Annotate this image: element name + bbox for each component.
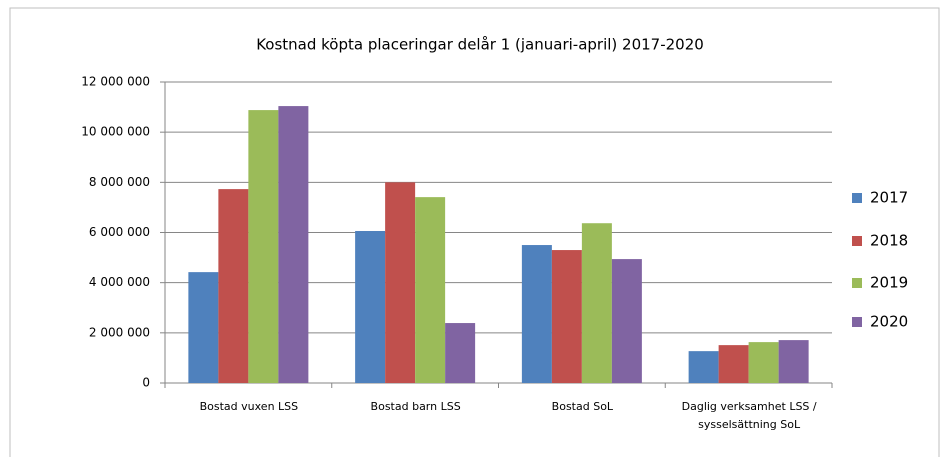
bar [385, 182, 416, 383]
bar [551, 250, 582, 383]
bar [218, 189, 249, 383]
y-tick-label: 0 [142, 376, 150, 390]
legend-swatch [852, 236, 862, 246]
legend-label: 2020 [870, 313, 908, 331]
bar [278, 106, 309, 383]
bar [611, 259, 642, 383]
bar [415, 197, 446, 383]
chart-title: Kostnad köpta placeringar delår 1 (janua… [256, 36, 704, 54]
y-tick-label: 12 000 000 [81, 75, 150, 89]
x-tick-label: Daglig verksamhet LSS / sysselsättning S… [681, 400, 817, 431]
y-tick-label: 4 000 000 [89, 275, 150, 289]
bar [248, 110, 279, 384]
bar [581, 223, 612, 383]
bar [688, 351, 719, 383]
legend-swatch [852, 193, 862, 203]
y-tick-label: 8 000 000 [89, 175, 150, 189]
bar [445, 323, 476, 383]
bar [521, 245, 552, 383]
y-tick-label: 2 000 000 [89, 325, 150, 339]
y-tick-label: 10 000 000 [81, 125, 150, 139]
bar [778, 340, 809, 383]
legend-label: 2018 [870, 232, 908, 250]
x-tick-label: Bostad vuxen LSS [199, 400, 299, 413]
y-tick-label: 6 000 000 [89, 225, 150, 239]
legend-label: 2017 [870, 189, 908, 207]
bar [748, 342, 779, 383]
x-tick-label: Bostad SoL [551, 400, 614, 413]
legend-swatch [852, 278, 862, 288]
legend-swatch [852, 317, 862, 327]
x-tick-label: Bostad barn LSS [370, 400, 461, 413]
legend-label: 2019 [870, 274, 908, 292]
bar [718, 345, 749, 383]
bar [188, 272, 219, 383]
bar [355, 230, 386, 383]
